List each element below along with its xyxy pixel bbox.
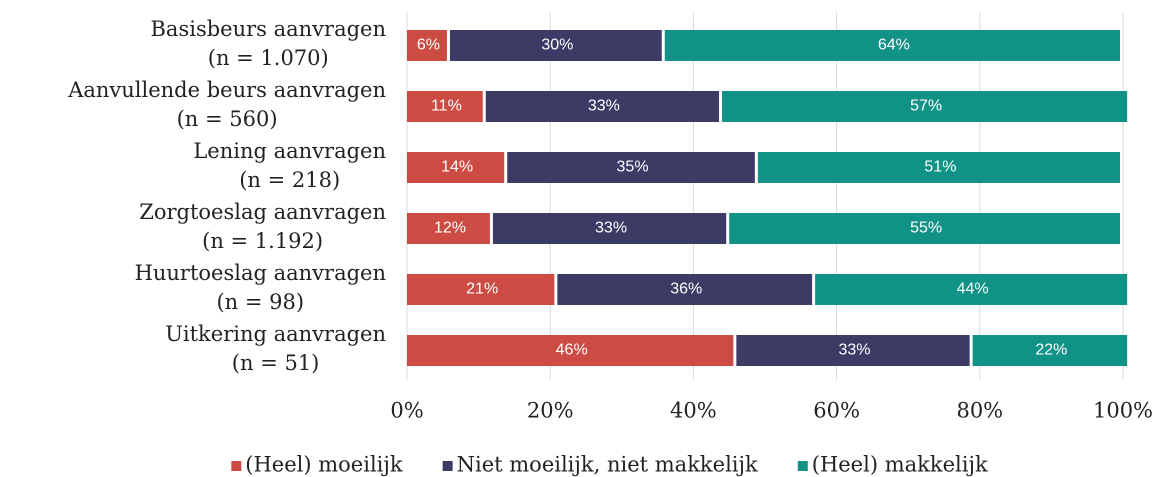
category-label: Basisbeurs aanvragen: [151, 17, 387, 41]
value-label: 21%: [466, 281, 498, 298]
bar-segment: [407, 152, 505, 183]
legend-swatch: [231, 461, 242, 471]
x-tick-label: 80%: [956, 399, 1003, 423]
category-label: (n = 1.192): [202, 229, 323, 253]
category-label: Huurtoeslag aanvragen: [135, 261, 386, 285]
category-label: (n = 218): [239, 168, 340, 192]
value-label: 30%: [541, 37, 573, 54]
x-tick-label: 0%: [390, 399, 423, 423]
legend-label: (Heel) makkelijk: [812, 453, 988, 477]
x-tick-label: 40%: [670, 399, 717, 423]
value-label: 64%: [878, 37, 910, 54]
bar-segment: [736, 335, 970, 366]
category-label: (n = 1.070): [208, 46, 329, 70]
category-label: (n = 51): [232, 351, 320, 375]
value-label: 14%: [441, 159, 473, 176]
bar-segment: [485, 91, 720, 122]
x-tick-label: 60%: [813, 399, 860, 423]
value-label: 44%: [957, 281, 989, 298]
bar-segment: [815, 274, 1128, 305]
bar-segment: [729, 213, 1120, 244]
bar-segment: [449, 30, 662, 61]
category-label: Zorgtoeslag aanvragen: [139, 200, 386, 224]
value-label: 51%: [924, 159, 956, 176]
value-label: 6%: [417, 37, 440, 54]
value-label: 22%: [1035, 342, 1067, 359]
value-label: 36%: [670, 281, 702, 298]
legend-swatch: [442, 461, 453, 471]
category-label: Lening aanvragen: [193, 139, 386, 163]
legend-label: (Heel) moeilijk: [245, 453, 403, 477]
bar-segment: [972, 335, 1128, 366]
bar-segment: [407, 30, 447, 61]
value-label: 35%: [617, 159, 649, 176]
x-tick-label: 100%: [1093, 399, 1153, 423]
value-label: 33%: [595, 220, 627, 237]
legend-label: Niet moeilijk, niet makkelijk: [457, 453, 758, 477]
legend-swatch: [797, 461, 808, 471]
bar-segment: [407, 335, 734, 366]
bar-segment: [407, 213, 490, 244]
value-label: 11%: [431, 98, 462, 115]
category-label: (n = 98): [216, 290, 304, 314]
bar-segment: [664, 30, 1120, 61]
x-tick-label: 20%: [527, 399, 574, 423]
category-label: Aanvullende beurs aanvragen: [67, 78, 386, 102]
category-label: (n = 560): [177, 107, 278, 131]
bar-segment: [507, 152, 755, 183]
value-label: 55%: [910, 220, 942, 237]
category-label: Uitkering aanvragen: [165, 322, 386, 346]
value-label: 46%: [556, 342, 588, 359]
bar-segment: [407, 91, 483, 122]
bar-segment: [492, 213, 727, 244]
value-label: 33%: [838, 342, 870, 359]
bar-segment: [722, 91, 1128, 122]
value-label: 57%: [910, 98, 942, 115]
bar-segment: [407, 274, 555, 305]
value-label: 12%: [434, 220, 466, 237]
bar-segment: [557, 274, 813, 305]
value-label: 33%: [588, 98, 620, 115]
bar-segment: [757, 152, 1120, 183]
